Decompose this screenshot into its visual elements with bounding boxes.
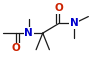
Text: N: N <box>70 18 78 28</box>
Text: O: O <box>55 3 63 13</box>
Text: O: O <box>12 43 21 53</box>
Text: N: N <box>24 28 33 38</box>
